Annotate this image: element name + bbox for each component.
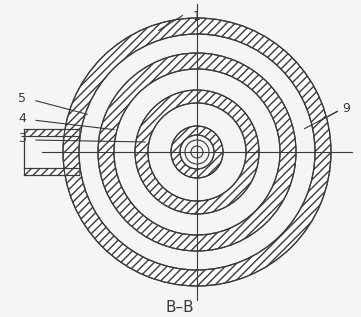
Text: 1: 1 <box>193 10 201 23</box>
Text: 9: 9 <box>342 101 350 114</box>
Text: B–B: B–B <box>166 300 194 315</box>
Bar <box>24 129 79 136</box>
Bar <box>24 168 79 175</box>
Text: 3: 3 <box>18 132 26 145</box>
Text: 4: 4 <box>18 112 26 125</box>
Text: 5: 5 <box>18 92 26 105</box>
